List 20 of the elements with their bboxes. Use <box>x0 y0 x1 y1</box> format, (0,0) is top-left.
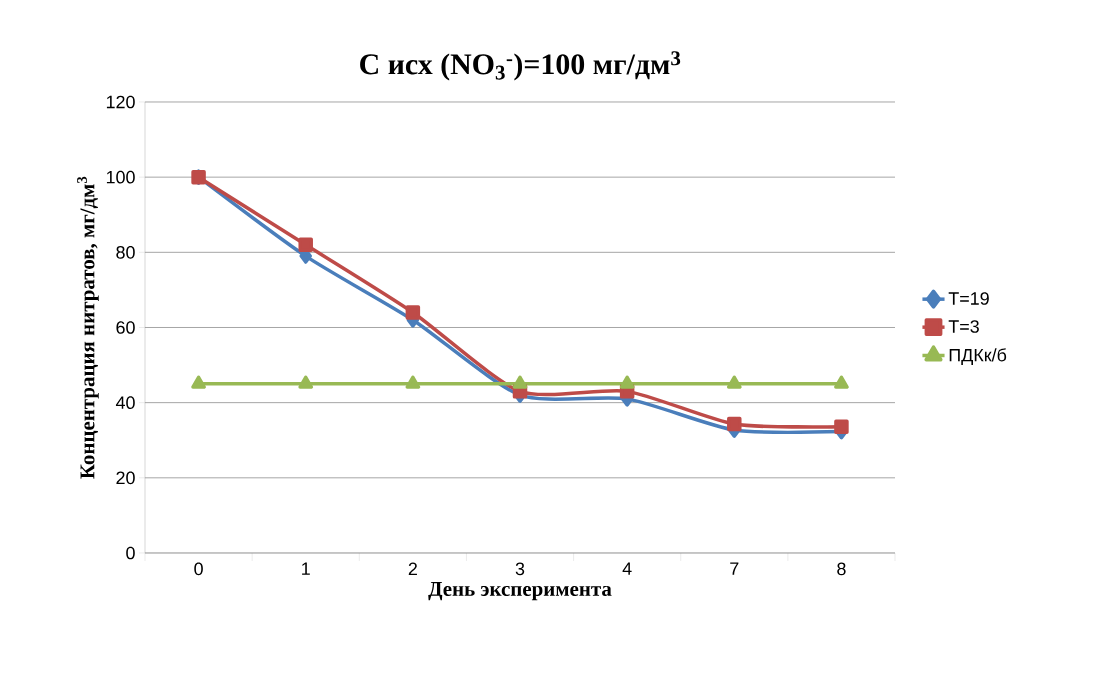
y-tick-label: 60 <box>116 321 135 334</box>
legend-label: ПДКк/б <box>949 348 1007 365</box>
legend-label: T=19 <box>948 292 989 305</box>
x-tick-label: 1 <box>302 562 310 575</box>
y-tick-label: 80 <box>116 245 135 259</box>
y-tick-label: 0 <box>126 546 135 560</box>
y-tick-label: 120 <box>106 95 135 109</box>
y-axis-title: Концентрация нитратов, мг/дм$^{3}$ <box>77 176 99 479</box>
x-tick-label: 8 <box>837 562 846 576</box>
y-tick-label: 100 <box>106 170 135 184</box>
x-tick-label: 2 <box>408 562 417 576</box>
x-tick-label: 0 <box>194 562 203 576</box>
x-tick-label: 3 <box>515 562 525 576</box>
x-tick-label: 7 <box>730 562 739 575</box>
y-tick-label: 20 <box>116 471 135 485</box>
x-tick-label: 4 <box>622 562 632 575</box>
y-tick-label: 40 <box>115 396 135 409</box>
legend-label: T=3 <box>948 320 979 333</box>
x-axis-title: День эксперимента <box>428 582 612 601</box>
chart-title: C исх (NO$_{3}$$^{-}$)=100 мг/дм$^{3}$ <box>360 51 681 81</box>
